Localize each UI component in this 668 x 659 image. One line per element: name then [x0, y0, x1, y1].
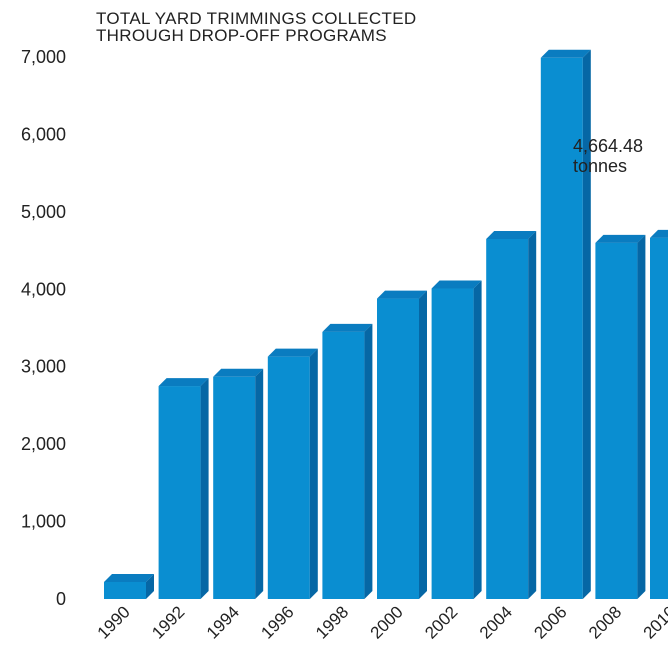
- y-tick-label: 0: [56, 589, 66, 609]
- annotation-value: 4,664.48: [573, 136, 643, 156]
- bar-side: [582, 49, 591, 599]
- bar-front: [540, 57, 583, 599]
- bar-side: [146, 573, 154, 599]
- bar-front: [267, 356, 310, 599]
- bar-top: [158, 378, 209, 387]
- y-tick-label: 6,000: [21, 124, 66, 144]
- bar-2000: [377, 290, 427, 599]
- chart-title: TOTAL YARD TRIMMINGS COLLECTED THROUGH D…: [96, 10, 616, 44]
- bar-front: [377, 298, 419, 599]
- x-tick-label: 1990: [94, 602, 134, 642]
- bar-1998: [322, 323, 373, 599]
- bar-side: [364, 323, 373, 599]
- chart-title-line-2: THROUGH DROP-OFF PROGRAMS: [96, 26, 387, 45]
- bar-top: [104, 573, 154, 582]
- bar-top: [213, 368, 264, 377]
- bar-1990: [104, 573, 154, 599]
- y-tick-label: 2,000: [21, 434, 66, 454]
- bar-2008: [595, 234, 646, 600]
- chart-title-line-1: TOTAL YARD TRIMMINGS COLLECTED: [96, 9, 417, 28]
- bar-front: [213, 376, 256, 599]
- bar-front: [431, 288, 474, 599]
- y-axis: 0 1,000 2,000 3,000 4,000 5,000 6,000 7,000: [21, 47, 66, 609]
- y-tick-label: 3,000: [21, 357, 66, 377]
- x-tick-label: 2008: [585, 602, 625, 642]
- x-tick-label: 2010: [640, 602, 668, 642]
- bar-2004: [486, 230, 537, 599]
- bar-1992: [158, 378, 209, 599]
- bar-2010: [650, 229, 668, 599]
- bar-side: [200, 378, 209, 599]
- x-tick-label: 2006: [530, 602, 570, 642]
- bar-2006: [540, 49, 591, 599]
- bar-side: [309, 348, 318, 599]
- y-tick-label: 5,000: [21, 202, 66, 222]
- bars: [104, 49, 668, 600]
- x-tick-label: 2000: [367, 602, 407, 642]
- bar-top: [431, 280, 482, 289]
- x-axis: 1990 1992 1994 1996 1998 2000 2002 2004 2006 2008…: [94, 602, 668, 642]
- bar-front: [595, 242, 638, 600]
- bar-top: [322, 323, 373, 332]
- bar-front: [650, 237, 668, 599]
- y-tick-label: 1,000: [21, 512, 66, 532]
- x-tick-label: 1992: [148, 602, 188, 642]
- bar-side: [637, 234, 646, 600]
- bar-top: [267, 348, 318, 357]
- bar-front: [104, 581, 146, 599]
- bar-front: [322, 331, 365, 599]
- bar-side: [419, 290, 427, 599]
- bar-side: [473, 280, 482, 599]
- bar-top: [650, 229, 668, 238]
- bar-top: [377, 290, 427, 299]
- x-tick-label: 1996: [257, 602, 297, 642]
- bar-front: [486, 238, 529, 599]
- x-tick-label: 2002: [421, 602, 461, 642]
- bar-top: [595, 234, 646, 243]
- bar-1996: [267, 348, 318, 599]
- bar-top: [540, 49, 591, 58]
- bar-front: [158, 386, 201, 599]
- bar-side: [528, 230, 537, 599]
- y-tick-label: 4,000: [21, 279, 66, 299]
- x-tick-label: 2004: [476, 602, 516, 642]
- bar-side: [255, 368, 264, 599]
- bar-top: [486, 230, 537, 239]
- x-tick-label: 1994: [203, 602, 243, 642]
- bar-1994: [213, 368, 264, 599]
- y-tick-label: 7,000: [21, 47, 66, 67]
- x-tick-label: 1998: [312, 602, 352, 642]
- bar-2002: [431, 280, 482, 599]
- annotation-unit: tonnes: [573, 156, 627, 176]
